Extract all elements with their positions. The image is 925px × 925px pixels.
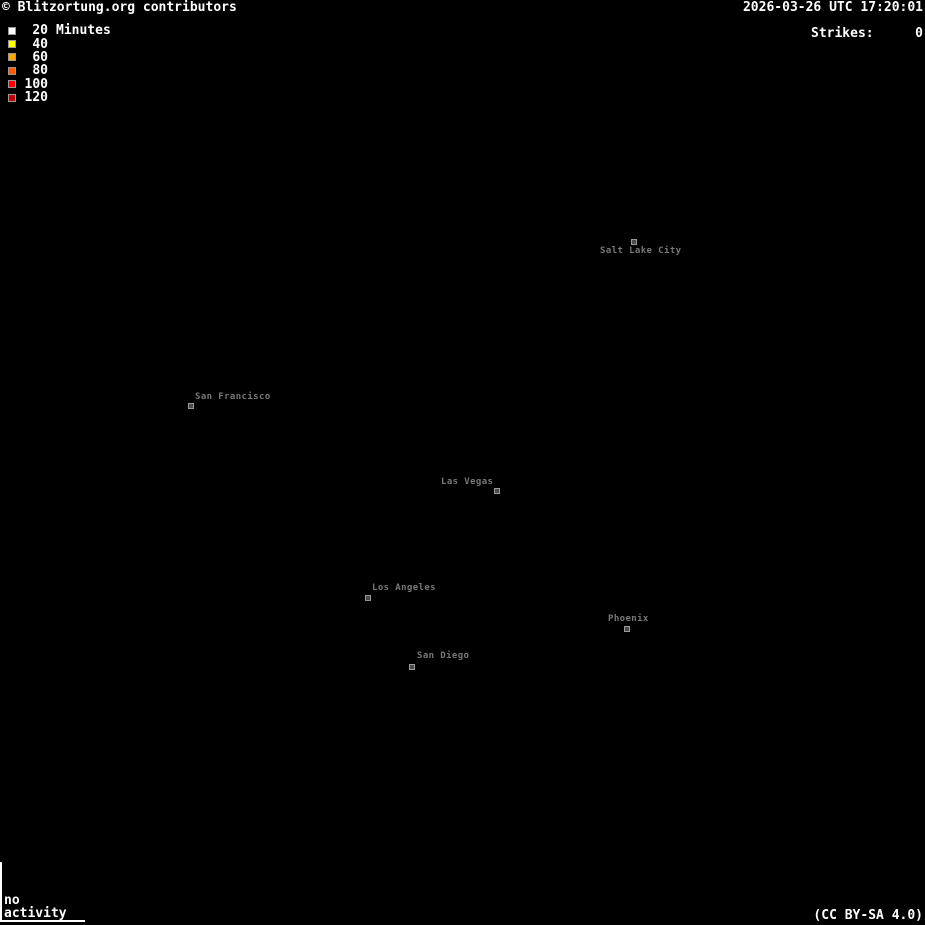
city-marker-icon — [188, 403, 194, 409]
legend-minutes-value: 120 — [24, 90, 48, 106]
city-label: Phoenix — [608, 614, 649, 624]
legend-minutes-value: 80 — [32, 63, 48, 79]
city-label: Los Angeles — [372, 583, 437, 593]
legend-unit-label: Minutes — [56, 23, 111, 39]
legend-row: 40 — [8, 36, 111, 52]
legend-swatch-icon — [8, 66, 16, 75]
attribution-text: © Blitzortung.org contributors — [2, 0, 237, 15]
city-label: Las Vegas — [441, 477, 494, 487]
city-marker-icon — [624, 626, 630, 632]
legend-row: 80 — [8, 64, 111, 77]
license-text: (CC BY-SA 4.0) — [813, 908, 923, 923]
activity-axis-vertical — [0, 862, 2, 922]
city-marker-icon — [494, 488, 500, 494]
legend-row: 60 — [8, 51, 111, 64]
legend-swatch-icon — [8, 80, 16, 89]
activity-axis-horizontal — [0, 920, 85, 922]
legend-minutes-value: 60 — [32, 49, 48, 65]
strikes-counter: Strikes: 0 — [811, 26, 923, 41]
legend-row: 20 Minutes — [8, 24, 111, 37]
city-label: Salt Lake City — [600, 246, 682, 256]
legend-minutes-value: 40 — [32, 36, 48, 52]
legend-swatch-icon — [8, 40, 16, 49]
legend-swatch-icon — [8, 93, 16, 102]
city-marker-icon — [365, 595, 371, 601]
city-marker-icon — [409, 664, 415, 670]
legend-minutes-value: 100 — [24, 76, 48, 92]
legend-row: 120 — [8, 91, 111, 104]
legend-minutes-value: 20 — [32, 23, 48, 39]
activity-status-line2: activity — [4, 906, 67, 921]
legend: 20 Minutes 40 60 80 100 120 — [8, 24, 111, 104]
city-label: San Diego — [417, 651, 470, 661]
strikes-value: 0 — [915, 26, 923, 41]
timestamp-text: 2026-03-26 UTC 17:20:01 — [742, 0, 923, 15]
legend-swatch-icon — [8, 53, 16, 62]
activity-status-line1: no — [4, 893, 20, 908]
city-label: San Francisco — [195, 392, 271, 402]
legend-row: 100 — [8, 78, 111, 91]
city-marker-icon — [631, 239, 637, 245]
strikes-label: Strikes: — [811, 26, 874, 41]
legend-swatch-icon — [8, 26, 16, 35]
